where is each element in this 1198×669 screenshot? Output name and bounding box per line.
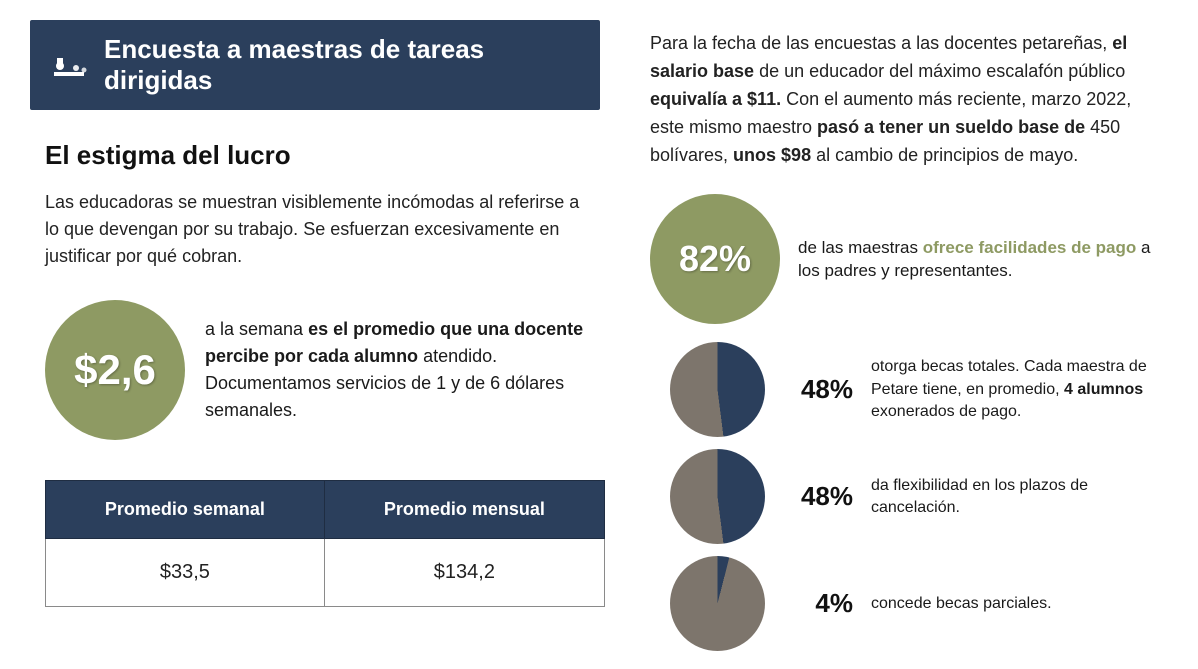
pie-row-1: 48% da flexibilidad en los plazos de canc…	[670, 449, 1168, 544]
pie-percent-label: 4%	[783, 588, 853, 619]
intro-paragraph: Las educadoras se muestran visiblemente …	[45, 189, 585, 270]
chess-icon	[50, 50, 92, 80]
pie-row-2: 4% concede becas parciales.	[670, 556, 1168, 651]
pie-percent-label: 48%	[783, 481, 853, 512]
pie-description: otorga becas totales. Cada maestra de Pe…	[871, 356, 1168, 423]
cell-weekly: $33,5	[46, 539, 325, 607]
title-bar: Encuesta a maestras de tareas dirigidas	[30, 20, 600, 110]
stat-weekly-per-student: $2,6 a la semana es el promedio que una …	[45, 300, 585, 440]
section-subtitle: El estigma del lucro	[45, 140, 585, 171]
pie-row-0: 48% otorga becas totales. Cada maestra de…	[670, 342, 1168, 437]
pie-description: concede becas parciales.	[871, 593, 1168, 615]
pie-chart-icon	[670, 556, 765, 651]
col-header-weekly: Promedio semanal	[46, 481, 325, 539]
fact-82-text: de las maestras ofrece facilidades de pa…	[798, 236, 1168, 284]
pie-chart-icon	[670, 342, 765, 437]
pie-percent-label: 48%	[783, 374, 853, 405]
averages-table: Promedio semanal Promedio mensual $33,5 …	[45, 480, 605, 607]
col-header-monthly: Promedio mensual	[324, 481, 604, 539]
pie-chart-icon	[670, 449, 765, 544]
pie-description: da flexibilidad en los plazos de cancela…	[871, 475, 1168, 520]
right-intro-paragraph: Para la fecha de las encuestas a las doc…	[650, 30, 1168, 169]
stat-value-circle: $2,6	[45, 300, 185, 440]
stat-description: a la semana es el promedio que una docen…	[205, 316, 585, 424]
cell-monthly: $134,2	[324, 539, 604, 607]
fact-82-row: 82% de las maestras ofrece facilidades d…	[650, 194, 1168, 324]
fact-82-circle: 82%	[650, 194, 780, 324]
page-title: Encuesta a maestras de tareas dirigidas	[104, 34, 580, 96]
